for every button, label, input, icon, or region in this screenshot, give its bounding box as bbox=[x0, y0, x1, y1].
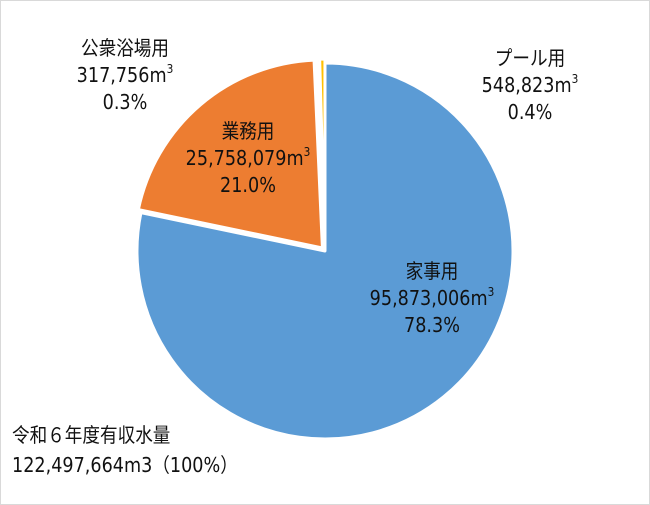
label-household-name: 家事用 bbox=[405, 259, 459, 283]
total-title: 令和６年度有収水量 bbox=[12, 423, 171, 447]
total-value: 122,497,664m3（100%） bbox=[12, 453, 238, 477]
pie-slice bbox=[136, 58, 324, 250]
label-household: 家事用 95,873,006m3 78.3% bbox=[362, 258, 503, 339]
label-bath-percent: 0.3% bbox=[102, 90, 148, 114]
label-bath-name: 公衆浴場用 bbox=[81, 36, 169, 60]
pie-slices bbox=[135, 57, 515, 441]
label-household-percent: 78.3% bbox=[404, 313, 460, 337]
total-annotation: 令和６年度有収水量 122,497,664m3（100%） bbox=[12, 420, 238, 480]
pie-slice bbox=[135, 61, 515, 441]
label-household-value: 95,873,006m3 bbox=[369, 285, 495, 310]
label-pool: プール用 548,823m3 0.4% bbox=[468, 45, 591, 126]
label-pool-name: プール用 bbox=[494, 46, 566, 70]
pie-slice bbox=[318, 57, 327, 249]
label-business-name: 業務用 bbox=[221, 119, 275, 143]
label-business-percent: 21.0% bbox=[220, 173, 276, 197]
label-bath-value: 317,756m3 bbox=[76, 62, 174, 87]
label-pool-percent: 0.4% bbox=[507, 100, 553, 124]
label-pool-value: 548,823m3 bbox=[481, 72, 579, 97]
label-bath: 公衆浴場用 317,756m3 0.3% bbox=[59, 35, 191, 116]
label-business: 業務用 25,758,079m3 21.0% bbox=[169, 118, 327, 199]
label-business-value: 25,758,079m3 bbox=[185, 145, 311, 170]
